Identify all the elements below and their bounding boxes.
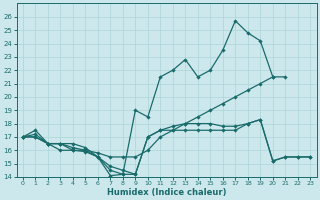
- X-axis label: Humidex (Indice chaleur): Humidex (Indice chaleur): [107, 188, 226, 197]
